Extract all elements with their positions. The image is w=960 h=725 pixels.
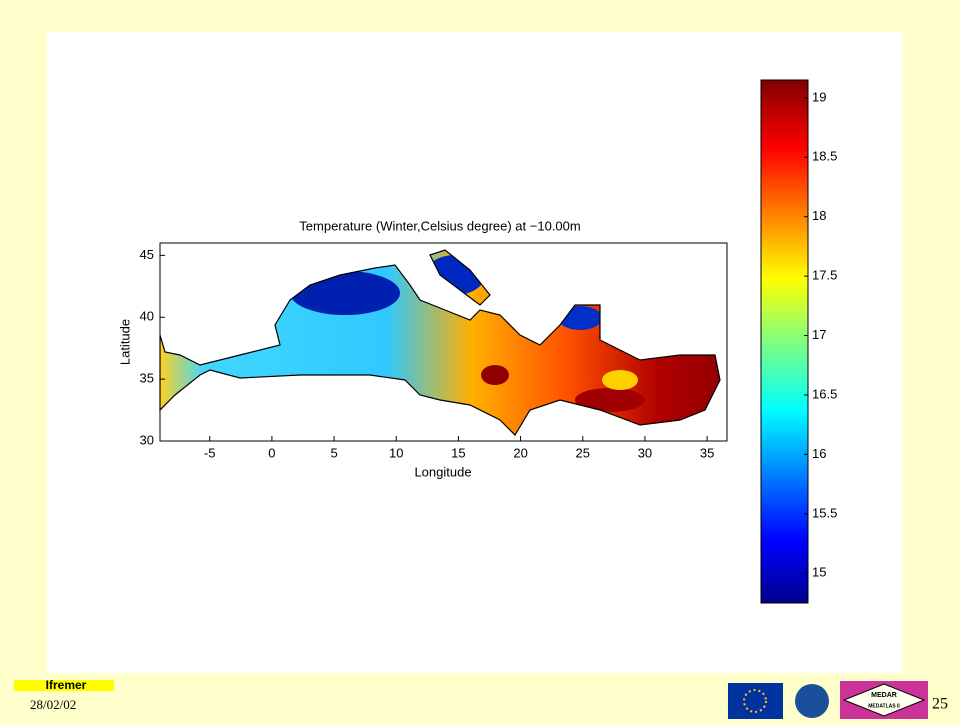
x-tick-label: 20 — [513, 445, 527, 460]
coastline — [159, 249, 721, 436]
x-tick-label: 25 — [576, 445, 590, 460]
colorbar-tick-label: 16 — [812, 446, 826, 461]
eu-flag — [728, 683, 783, 719]
medar-star — [842, 683, 926, 717]
x-tick-label: 5 — [330, 445, 337, 460]
x-tick-label: 35 — [700, 445, 714, 460]
y-tick-label: 45 — [140, 247, 154, 262]
logo-bar — [14, 680, 114, 691]
colorbar-tick-label: 15.5 — [812, 505, 837, 520]
y-tick-label: 30 — [140, 432, 154, 447]
x-tick-label: 0 — [268, 445, 275, 460]
chart-title: Temperature (Winter,Celsius degree) at −… — [299, 218, 580, 233]
colorbar-tick-label: 18.5 — [812, 149, 837, 164]
badge-bottom: MEDATLAS II — [868, 703, 900, 709]
badge-top: MEDAR — [871, 692, 897, 699]
colorbar-tick-label: 16.5 — [812, 386, 837, 401]
x-tick-label: -5 — [204, 445, 216, 460]
x-tick-label: 30 — [638, 445, 652, 460]
y-axis-label: Latitude — [117, 319, 132, 365]
date: 28/02/02 — [30, 697, 76, 712]
y-tick-label: 40 — [140, 309, 154, 324]
colorbar-tick-label: 17.5 — [812, 268, 837, 283]
colorbar-tick-label: 17 — [812, 327, 826, 342]
eu-stars — [743, 689, 767, 713]
page-number: 25 — [932, 696, 948, 713]
colorbar-tick-label: 15 — [812, 565, 826, 580]
ioc-logo — [795, 684, 829, 718]
logo: Ifremer — [46, 678, 87, 692]
colorbar — [760, 79, 809, 604]
x-axis-label: Longitude — [414, 464, 471, 479]
colorbar-tick-label: 18 — [812, 208, 826, 223]
y-tick-label: 35 — [140, 371, 154, 386]
x-tick-label: 15 — [451, 445, 465, 460]
map-frame — [159, 242, 728, 442]
x-tick-label: 10 — [389, 445, 403, 460]
colorbar-tick-label: 19 — [812, 89, 826, 104]
